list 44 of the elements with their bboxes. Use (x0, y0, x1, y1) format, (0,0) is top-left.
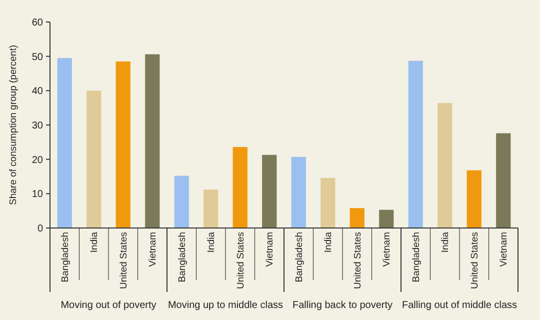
bar (496, 133, 511, 228)
bar (466, 170, 482, 228)
bar (86, 90, 102, 228)
y-tick-label: 60 (32, 18, 44, 28)
y-tick-label: 40 (32, 86, 44, 98)
x-tick-label: Vietnam (498, 232, 510, 267)
bar (232, 146, 248, 228)
x-tick-label: India (323, 231, 334, 253)
y-tick-label: 30 (32, 120, 44, 132)
text: Falling out of middle class (402, 300, 518, 311)
bar (291, 156, 306, 228)
bar (320, 178, 336, 228)
y-tick-label: 50 (32, 52, 44, 63)
bar (174, 176, 189, 228)
x-tick-label: United States (469, 232, 480, 290)
x-tick-label: Vietnam (264, 232, 276, 267)
bar (116, 61, 130, 228)
bar (145, 54, 160, 228)
x-tick-label: India (440, 231, 452, 253)
bar (379, 210, 394, 228)
bar (57, 58, 72, 228)
bar (350, 208, 364, 228)
bar (204, 190, 218, 228)
y-tick-label: 0 (37, 224, 44, 234)
x-tick-label: Bangladesh (176, 232, 188, 282)
x-tick-label: India (206, 231, 218, 253)
text: Moving out of poverty (60, 300, 156, 311)
x-tick-label: United States (235, 232, 246, 290)
y-axis-title: Share of consumption group (percent) (8, 44, 19, 206)
bar (262, 154, 277, 228)
text: Moving up to middle class (168, 300, 284, 311)
bar (438, 103, 452, 228)
x-tick-label: Bangladesh (294, 232, 305, 282)
x-tick-label: Bangladesh (60, 232, 71, 282)
x-tick-label: Bangladesh (410, 232, 422, 282)
x-tick-label: United States (352, 232, 364, 290)
y-tick-label: 10 (32, 189, 44, 200)
x-tick-label: United States (118, 232, 130, 290)
text: Falling back to poverty (292, 300, 393, 311)
y-tick-label: 20 (32, 154, 44, 166)
x-tick-label: Vietnam (382, 232, 393, 267)
x-tick-label: Vietnam (148, 232, 159, 267)
x-tick-label: India (89, 231, 100, 253)
bar (408, 60, 423, 228)
